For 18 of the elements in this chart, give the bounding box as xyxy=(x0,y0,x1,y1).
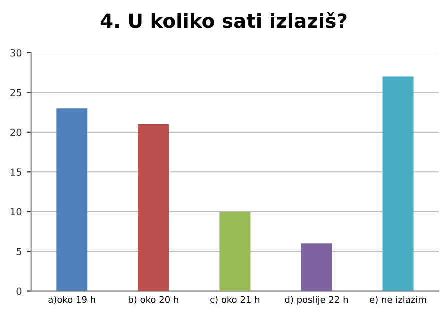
chart-title: 4. U koliko sati izlaziš? xyxy=(100,12,347,28)
y-tick-label: 10 xyxy=(11,208,22,216)
bar xyxy=(220,212,251,292)
bar xyxy=(138,124,170,292)
bar xyxy=(56,108,88,292)
y-tick-label: 30 xyxy=(10,49,22,57)
y-tick-label: 25 xyxy=(10,89,22,97)
x-tick-label: d) poslije 22 h xyxy=(285,296,348,305)
bar xyxy=(382,76,414,292)
y-tick-label: 20 xyxy=(10,128,22,136)
bar xyxy=(301,244,332,292)
x-tick-label: b) oko 20 h xyxy=(128,296,178,304)
x-tick-label: e) ne izlazim xyxy=(370,296,426,304)
y-tick-label: 5 xyxy=(16,248,22,256)
x-tick-label: c) oko 21 h xyxy=(210,296,260,304)
y-tick-label: 15 xyxy=(11,168,22,176)
x-tick-label: a)oko 19 h xyxy=(48,296,96,304)
y-tick-label: 0 xyxy=(16,288,22,296)
